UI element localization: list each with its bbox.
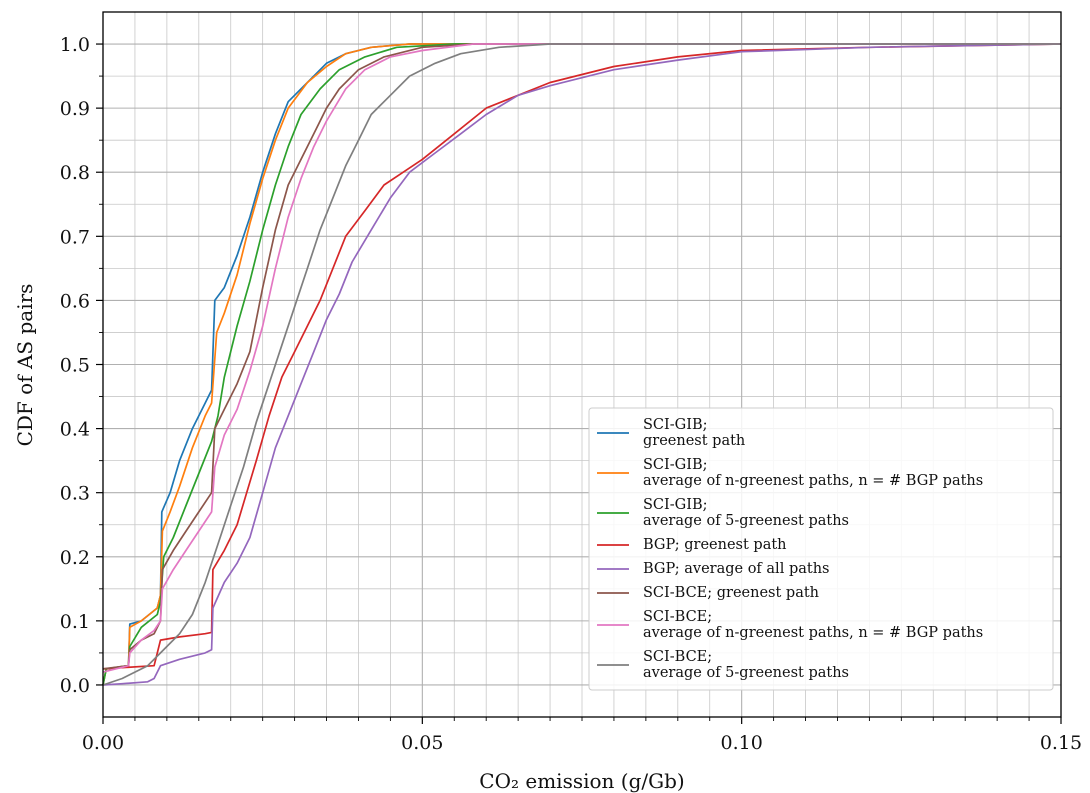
y-tick-label: 0.9 [60, 98, 90, 120]
y-tick-label: 0.1 [60, 611, 90, 633]
y-tick-label: 0.5 [60, 355, 90, 377]
series-lines [102, 43, 1062, 686]
series-line-bgp-greenest-path [102, 43, 1062, 670]
x-tick-label: 0.05 [401, 732, 443, 754]
y-tick-label: 0.3 [60, 483, 90, 505]
x-tick-label: 0.00 [82, 732, 124, 754]
series-line-bgp-average-of-all-paths [102, 43, 1062, 686]
x-tick-label: 0.15 [1040, 732, 1082, 754]
legend-box [588, 407, 1054, 691]
series-line-sci-bce-average-of-5-greenest-paths [102, 43, 1061, 686]
legend-entry: SCI-GIB; average of n-greenest paths, n =… [643, 457, 983, 489]
y-tick-label: 0.4 [60, 419, 90, 441]
series-line-sci-bce-average-of-n-greenest-paths-n-bgp-paths [102, 43, 1061, 673]
series-line-sci-gib-average-of-n-greenest-paths-n-bgp-paths [102, 43, 1061, 686]
series-line-sci-bce-greenest-path [102, 43, 1061, 670]
x-axis-title: CO₂ emission (g/Gb) [479, 769, 684, 793]
axis-ticks: 0.00 0.05 0.10 0.15 0.0 0.1 0.2 0.3 0.4 0.5 0.6 0.7… [60, 34, 1082, 754]
legend-entry: SCI-GIB; average of 5-greenest paths [643, 497, 849, 529]
y-tick-label: 0.7 [60, 226, 90, 248]
y-tick-label: 0.2 [60, 547, 90, 569]
y-tick-label: 1.0 [60, 34, 90, 56]
legend: SCI-GIB; greenest path SCI-GIB; average of … [588, 407, 1054, 691]
series-line-sci-gib-average-of-5-greenest-paths [102, 43, 1061, 686]
y-axis-title: CDF of AS pairs [13, 284, 37, 447]
legend-entry: BGP; average of all paths [643, 561, 829, 577]
legend-entry: SCI-BCE; average of n-greenest paths, n =… [643, 609, 983, 641]
legend-entry: SCI-BCE; greenest path [643, 585, 819, 601]
y-tick-label: 0.0 [60, 675, 90, 697]
x-tick-label: 0.10 [721, 732, 763, 754]
legend-entry: SCI-BCE; average of 5-greenest paths [643, 649, 849, 681]
legend-entry: BGP; greenest path [643, 537, 787, 553]
y-tick-label: 0.8 [60, 162, 90, 184]
y-tick-label: 0.6 [60, 290, 90, 312]
legend-entry: SCI-GIB; greenest path [643, 417, 745, 449]
